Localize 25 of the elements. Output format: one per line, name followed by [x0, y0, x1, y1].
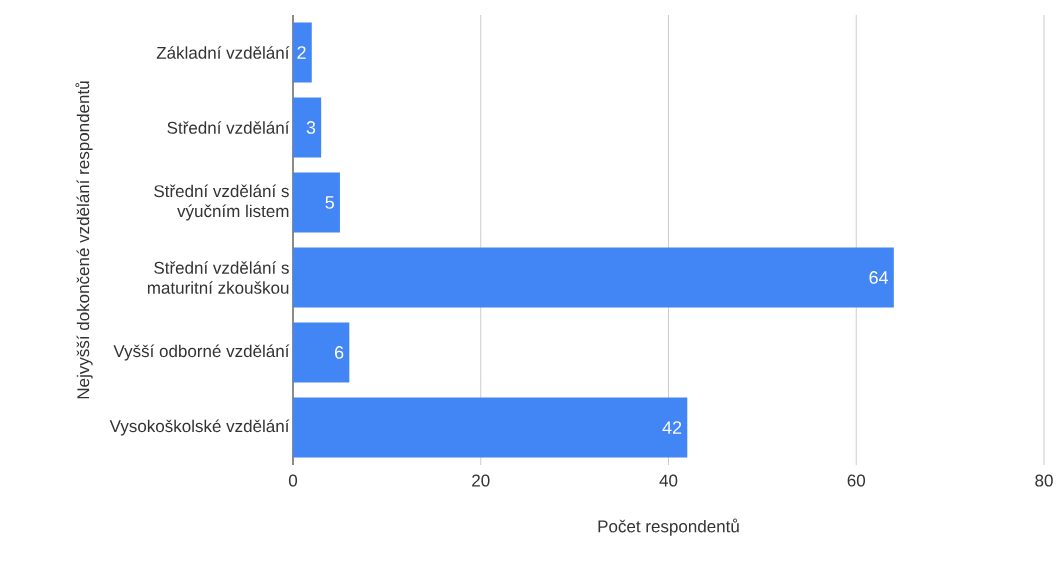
data-label: 64	[869, 271, 889, 284]
y-tick-label: Střední vzdělání s maturitní zkouškou	[147, 261, 289, 294]
data-label: 5	[325, 196, 334, 209]
bar	[293, 97, 322, 158]
y-axis-title: Nejvyšší dokončené vzdělání respondentů	[75, 81, 93, 399]
bar	[293, 22, 312, 83]
bar	[293, 247, 894, 308]
x-tick-label: 0	[288, 474, 298, 487]
y-tick-label: Vysokoškolské vzdělání	[109, 419, 290, 436]
y-tick-label: Vyšší odborné vzdělání	[113, 344, 290, 361]
data-label: 6	[335, 346, 344, 359]
y-tick-label: Střední vzdělání s výučním listem	[154, 184, 289, 221]
bar	[293, 172, 340, 233]
data-label: 3	[306, 121, 316, 134]
y-tick-label: Základní vzdělání	[156, 46, 290, 59]
data-label: 2	[297, 46, 306, 59]
y-tick-label: Střední vzdělání	[167, 121, 290, 134]
x-tick-label: 20	[472, 474, 490, 487]
data-label: 42	[662, 421, 682, 434]
bar	[293, 397, 688, 458]
x-tick-label: 40	[659, 474, 678, 487]
bar	[293, 322, 350, 383]
x-tick-label: 80	[1035, 474, 1053, 487]
x-axis-title: Počet respondentů	[598, 518, 739, 536]
x-tick-label: 60	[847, 474, 866, 487]
